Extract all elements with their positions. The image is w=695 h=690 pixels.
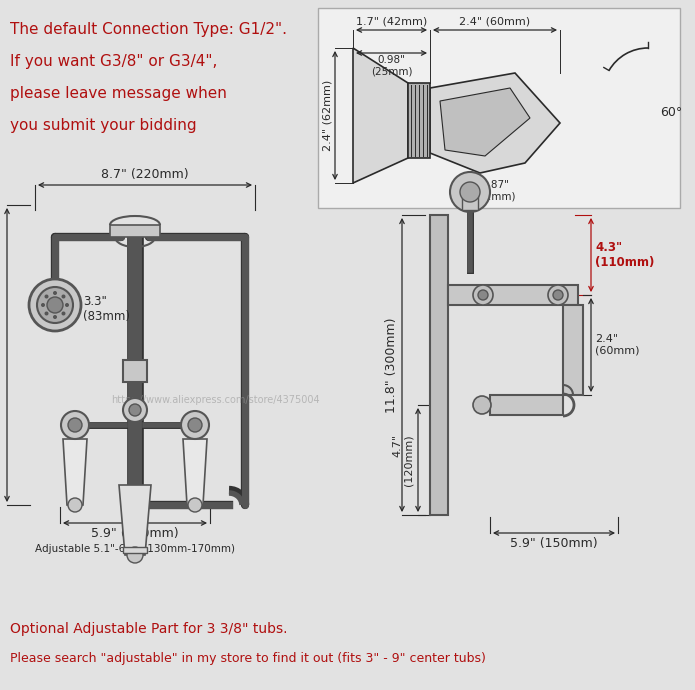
Circle shape: [61, 311, 65, 315]
Circle shape: [29, 279, 81, 331]
Circle shape: [473, 285, 493, 305]
Circle shape: [68, 498, 82, 512]
Circle shape: [53, 291, 57, 295]
Circle shape: [460, 182, 480, 202]
Bar: [110, 225, 160, 237]
Text: you submit your bidding: you submit your bidding: [10, 118, 197, 133]
Text: 4.3"
(110mm): 4.3" (110mm): [595, 241, 655, 269]
Text: 8.7" (220mm): 8.7" (220mm): [101, 168, 189, 181]
Text: 1.7" (42mm): 1.7" (42mm): [356, 17, 427, 27]
Text: 0.87"
(22mm): 0.87" (22mm): [474, 180, 516, 201]
Text: 5.9" (150mm): 5.9" (150mm): [91, 527, 179, 540]
Text: 2.4" (60mm): 2.4" (60mm): [459, 17, 530, 27]
Polygon shape: [353, 48, 408, 183]
Text: Adjustable 5.1"-6.7" (130mm-170mm): Adjustable 5.1"-6.7" (130mm-170mm): [35, 544, 235, 554]
Polygon shape: [119, 485, 151, 555]
Text: Please search "adjustable" in my store to find it out (fits 3" - 9" center tubs): Please search "adjustable" in my store t…: [10, 652, 486, 665]
Circle shape: [68, 418, 82, 432]
Text: 2.4"
(60mm): 2.4" (60mm): [595, 334, 639, 356]
Circle shape: [548, 285, 568, 305]
Bar: [123, 547, 147, 553]
Circle shape: [127, 547, 143, 563]
Bar: [318, 8, 680, 208]
Circle shape: [478, 290, 488, 300]
Text: The default Connection Type: G1/2".: The default Connection Type: G1/2".: [10, 22, 287, 37]
Text: 60°: 60°: [660, 106, 682, 119]
Circle shape: [44, 311, 49, 315]
Text: If you want G3/8" or G3/4",: If you want G3/8" or G3/4",: [10, 54, 218, 69]
Bar: [408, 83, 430, 158]
Circle shape: [129, 404, 141, 416]
Text: 11.8" (300mm): 11.8" (300mm): [0, 307, 3, 403]
Bar: [448, 285, 578, 305]
Circle shape: [44, 295, 49, 299]
Text: https://www.aliexpress.com/store/4375004: https://www.aliexpress.com/store/4375004: [111, 395, 319, 405]
Circle shape: [37, 287, 73, 323]
Circle shape: [123, 398, 147, 422]
Bar: [462, 192, 478, 210]
Circle shape: [188, 418, 202, 432]
Circle shape: [61, 295, 65, 299]
Polygon shape: [183, 439, 207, 505]
Bar: [563, 305, 583, 395]
Bar: [430, 215, 448, 515]
Text: 3.3"
(83mm): 3.3" (83mm): [83, 295, 130, 323]
Polygon shape: [440, 88, 530, 156]
Circle shape: [553, 290, 563, 300]
Text: please leave message when: please leave message when: [10, 86, 227, 101]
Text: 5.9" (150mm): 5.9" (150mm): [510, 537, 598, 550]
Polygon shape: [430, 73, 560, 173]
Text: 0.98"
(25mm): 0.98" (25mm): [370, 55, 412, 77]
Bar: [30, 210, 265, 520]
Bar: [123, 360, 147, 382]
Circle shape: [473, 396, 491, 414]
Bar: [490, 395, 563, 415]
Circle shape: [450, 172, 490, 212]
Circle shape: [188, 498, 202, 512]
Polygon shape: [63, 439, 87, 505]
Circle shape: [181, 411, 209, 439]
Text: Optional Adjustable Part for 3 3/8" tubs.: Optional Adjustable Part for 3 3/8" tubs…: [10, 622, 288, 636]
Circle shape: [53, 315, 57, 319]
Text: 11.8" (300mm): 11.8" (300mm): [385, 317, 398, 413]
Text: 4.7"
(120mm): 4.7" (120mm): [393, 434, 414, 486]
Circle shape: [65, 303, 69, 307]
Circle shape: [41, 303, 45, 307]
Text: 2.4" (62mm): 2.4" (62mm): [322, 80, 332, 151]
Circle shape: [47, 297, 63, 313]
Circle shape: [61, 411, 89, 439]
